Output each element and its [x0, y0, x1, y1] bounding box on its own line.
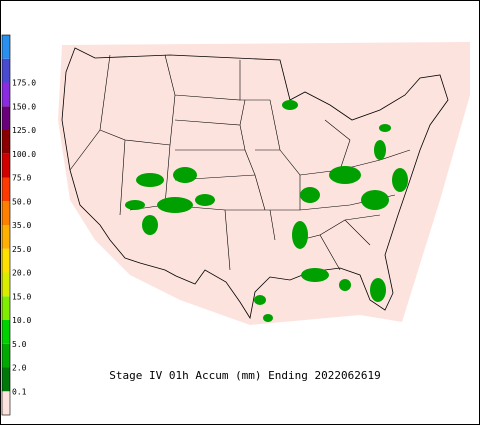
- legend-swatch: [2, 272, 10, 297]
- color-legend: 0.1 2.0 5.0 10.0 15.0 20.0 25.0 35.0 50.0 75.0 100…: [1, 34, 36, 416]
- legend-label: 75.0: [12, 174, 31, 183]
- legend-swatch: [2, 225, 10, 249]
- legend-swatch: [2, 320, 10, 344]
- legend-swatch: [2, 82, 10, 107]
- legend-swatch: [2, 153, 10, 178]
- legend-swatch: [2, 248, 10, 273]
- legend-label: 100.0: [12, 150, 36, 159]
- legend-label: 150.0: [12, 102, 36, 111]
- legend-swatch: [2, 106, 10, 130]
- legend-label: 125.0: [12, 126, 36, 135]
- legend-swatch: [2, 35, 10, 59]
- legend-label: 50.0: [12, 197, 31, 206]
- legend-border: [1, 34, 11, 416]
- legend-swatch: [2, 296, 10, 320]
- legend-label: 5.0: [12, 340, 27, 349]
- legend-label: 10.0: [12, 316, 31, 325]
- legend-label: 175.0: [12, 79, 36, 88]
- legend-label: 2.0: [12, 364, 27, 373]
- legend-swatch: [2, 58, 10, 83]
- legend-label: 35.0: [12, 221, 31, 230]
- legend-label: 25.0: [12, 245, 31, 254]
- map-title: Stage IV 01h Accum (mm) Ending 202206261…: [109, 369, 381, 382]
- legend-swatch: [2, 201, 10, 225]
- us-outline: [61, 47, 449, 320]
- legend-label: 15.0: [12, 292, 31, 301]
- legend-label: 20.0: [12, 269, 31, 278]
- legend-swatch: [2, 130, 10, 154]
- legend-swatch: [2, 177, 10, 202]
- precip-areas: [125, 100, 408, 322]
- legend-swatch: [2, 391, 10, 415]
- legend-label: 0.1: [12, 387, 27, 396]
- state-lines: [69, 54, 411, 271]
- legend-swatch: [2, 343, 10, 368]
- legend-swatch: [2, 367, 10, 392]
